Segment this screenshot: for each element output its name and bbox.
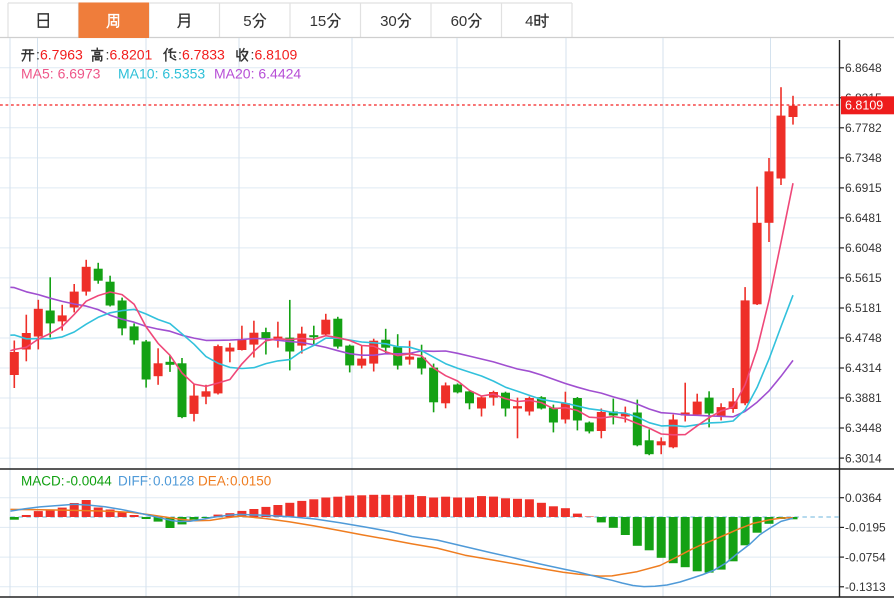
svg-text:MA5: 6.6973: MA5: 6.6973 bbox=[21, 66, 101, 82]
svg-text::: : bbox=[178, 47, 182, 63]
svg-text:6.8201: 6.8201 bbox=[110, 47, 153, 63]
svg-text:MA20: 6.4424: MA20: 6.4424 bbox=[214, 66, 301, 82]
svg-text:-0.0754: -0.0754 bbox=[845, 550, 886, 564]
svg-text:6.8109: 6.8109 bbox=[255, 47, 298, 63]
svg-text:6.5615: 6.5615 bbox=[845, 271, 882, 285]
svg-text:0.0364: 0.0364 bbox=[845, 491, 882, 505]
svg-text::: : bbox=[251, 47, 255, 63]
svg-text:5: 5 bbox=[243, 13, 251, 30]
svg-text:30: 30 bbox=[380, 13, 397, 30]
svg-text:0.0128: 0.0128 bbox=[153, 474, 194, 489]
svg-text:6.6481: 6.6481 bbox=[845, 211, 882, 225]
svg-text:0.0150: 0.0150 bbox=[230, 474, 271, 489]
svg-text::: : bbox=[106, 47, 110, 63]
svg-text:6.3881: 6.3881 bbox=[845, 391, 882, 405]
svg-text:15: 15 bbox=[310, 13, 327, 30]
svg-text:DIFF:: DIFF: bbox=[118, 474, 152, 489]
svg-text:6.5181: 6.5181 bbox=[845, 301, 882, 315]
svg-text:-0.0044: -0.0044 bbox=[66, 474, 112, 489]
svg-text:6.4314: 6.4314 bbox=[845, 361, 882, 375]
svg-text:6.8648: 6.8648 bbox=[845, 61, 882, 75]
svg-text:6.7348: 6.7348 bbox=[845, 151, 882, 165]
svg-text:DEA:: DEA: bbox=[198, 474, 230, 489]
svg-text:6.7782: 6.7782 bbox=[845, 121, 882, 135]
svg-text:6.3014: 6.3014 bbox=[845, 451, 882, 465]
svg-text:MACD:: MACD: bbox=[21, 474, 65, 489]
svg-text:6.7833: 6.7833 bbox=[182, 47, 225, 63]
svg-text:-0.1313: -0.1313 bbox=[845, 580, 886, 594]
svg-text:6.4748: 6.4748 bbox=[845, 331, 882, 345]
svg-text:6.7963: 6.7963 bbox=[40, 47, 83, 63]
svg-text:4: 4 bbox=[525, 13, 533, 30]
svg-text:6.3448: 6.3448 bbox=[845, 421, 882, 435]
svg-text:6.8109: 6.8109 bbox=[845, 99, 883, 113]
svg-text:6.6915: 6.6915 bbox=[845, 181, 882, 195]
svg-text::: : bbox=[36, 47, 40, 63]
svg-text:MA10: 6.5353: MA10: 6.5353 bbox=[118, 66, 205, 82]
svg-text:6.6048: 6.6048 bbox=[845, 241, 882, 255]
svg-text:-0.0195: -0.0195 bbox=[845, 521, 886, 535]
svg-text:60: 60 bbox=[451, 13, 468, 30]
